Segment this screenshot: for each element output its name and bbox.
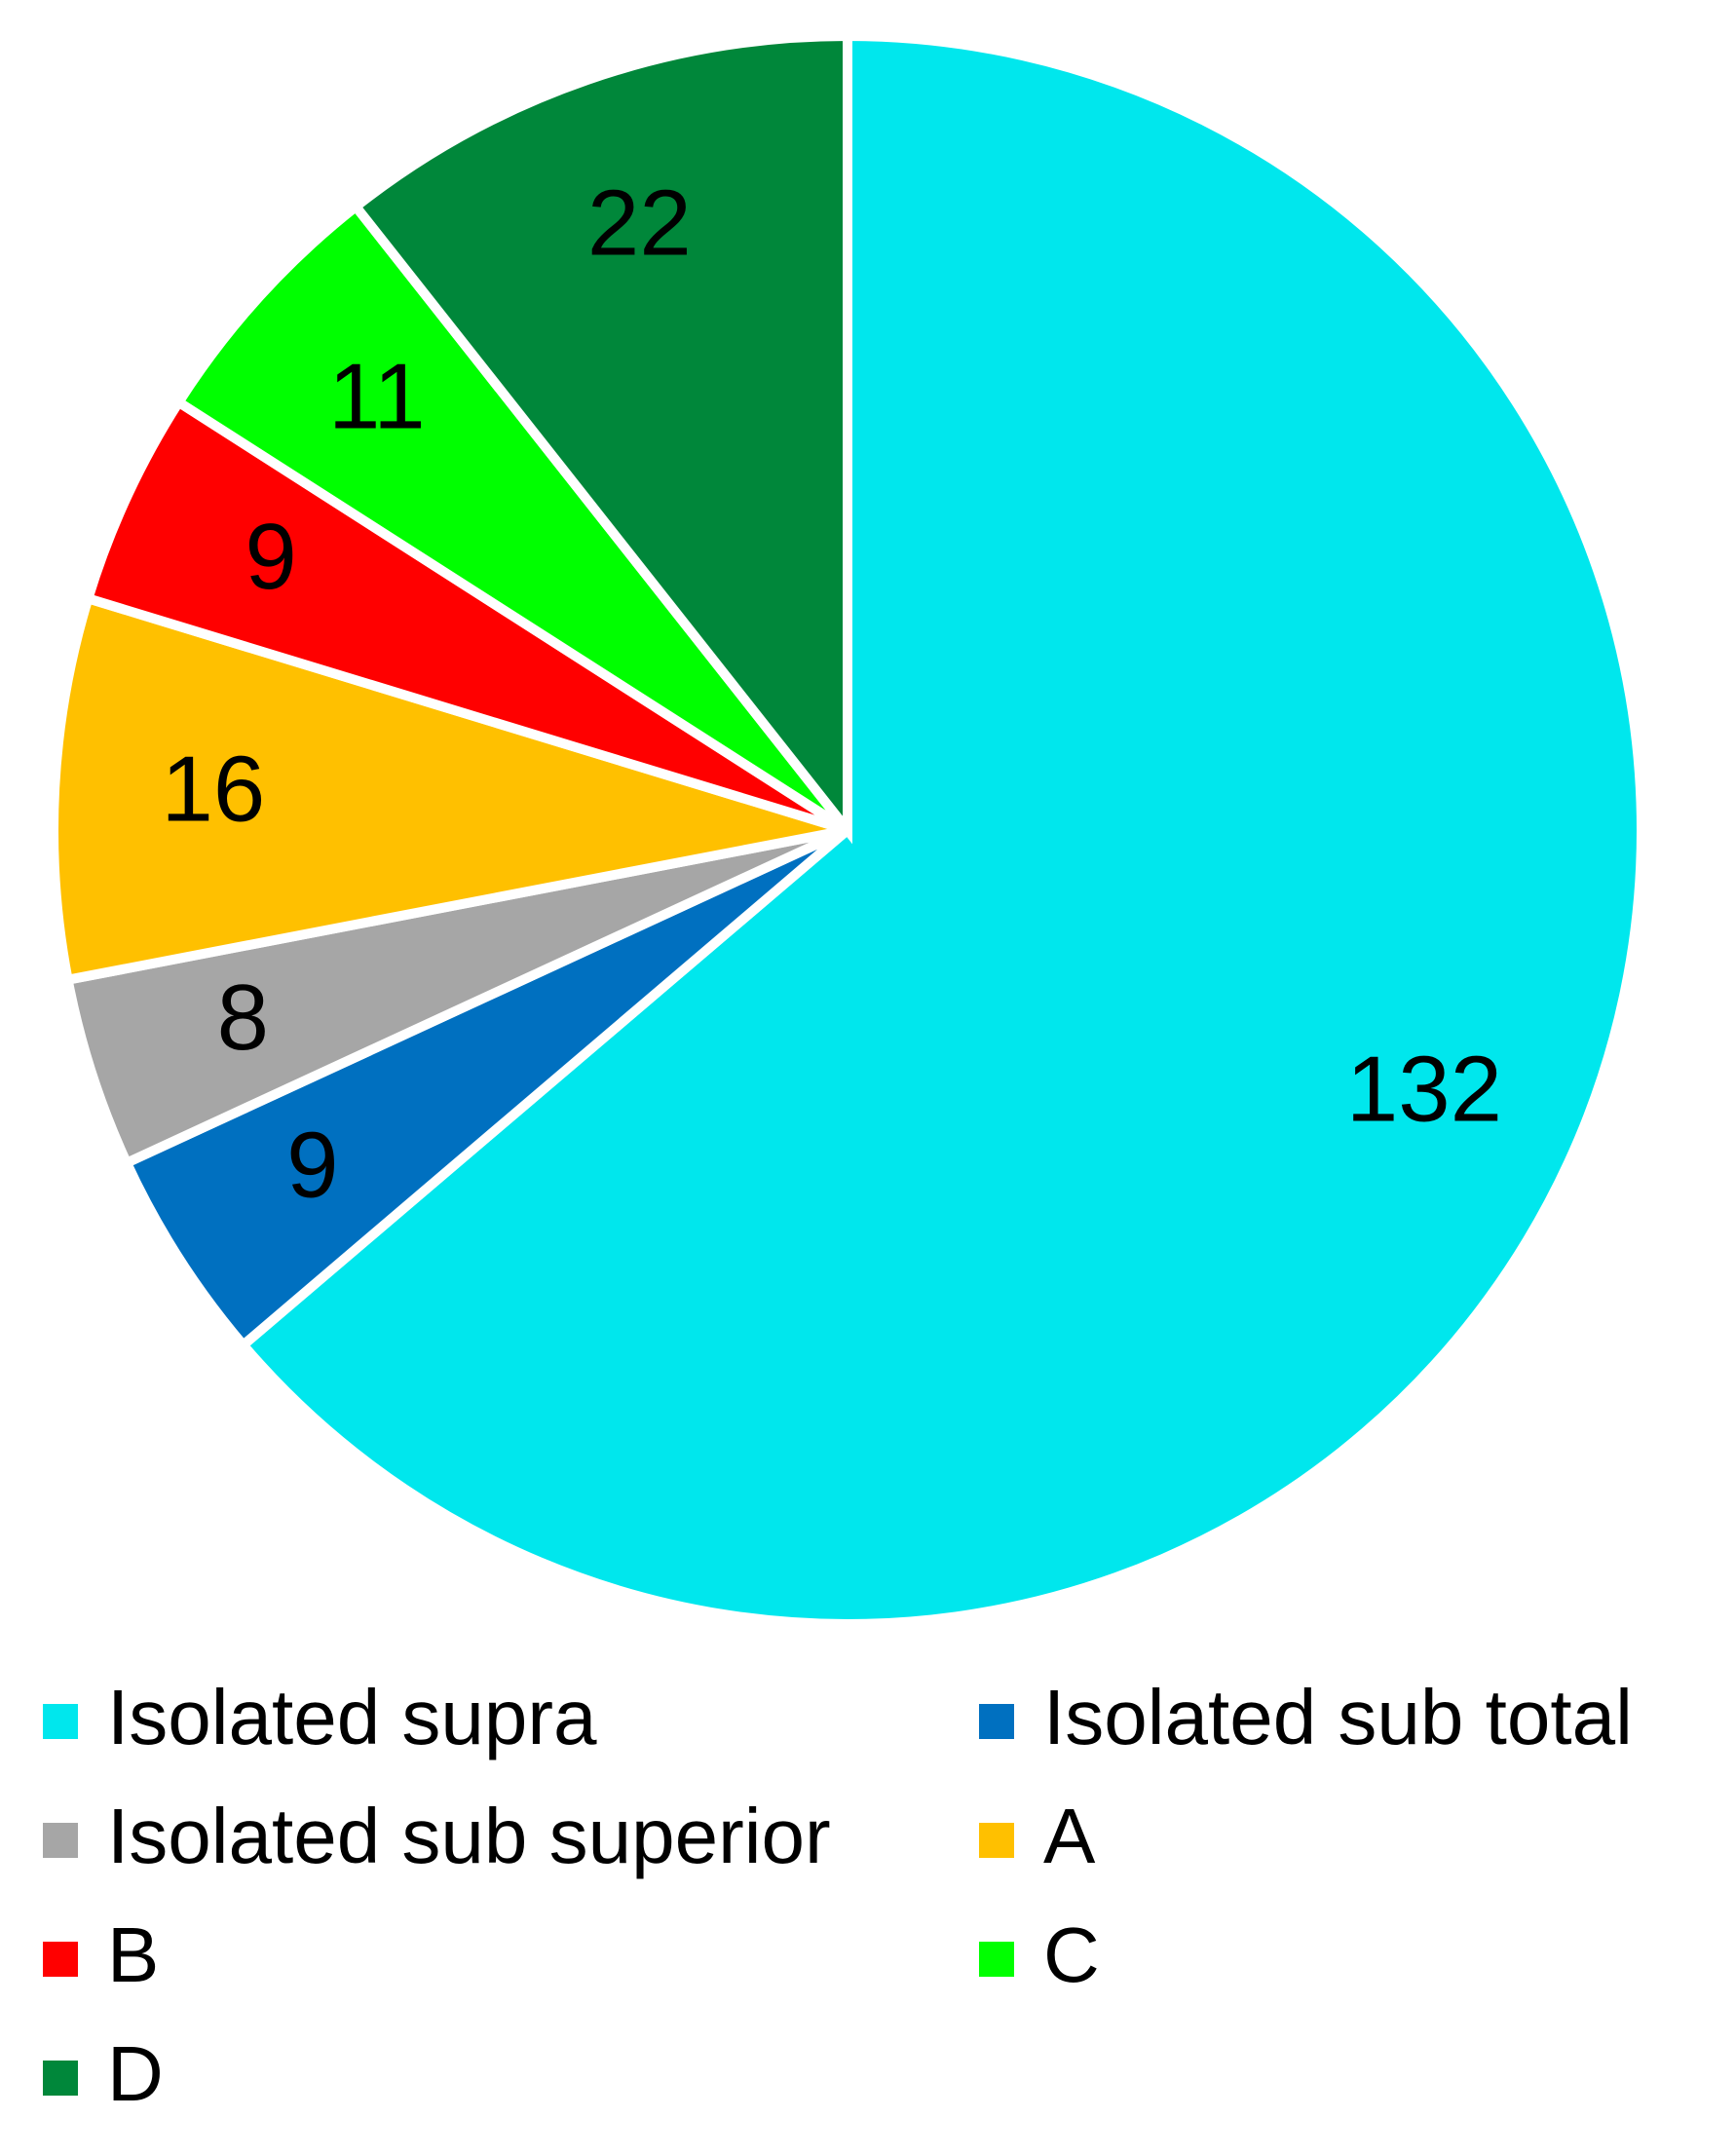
data-label: 22 [587,170,692,275]
data-label: 9 [245,505,296,609]
pie-slice [171,200,851,835]
legend-label: A [1043,1793,1096,1879]
legend-label: Isolated supra [107,1674,597,1760]
data-label: 8 [217,965,269,1070]
data-label: 11 [328,345,426,449]
pie-slice [349,30,852,845]
legend-label: Isolated sub total [1043,1674,1633,1760]
data-label: 9 [286,1114,338,1218]
legend-label: Isolated sub superior [107,1793,831,1879]
data-label: 16 [162,738,266,842]
data-label: 132 [1346,1038,1502,1142]
pie-slice [49,592,849,986]
legend-label: B [107,1911,159,1998]
legend-swatch [979,1704,1014,1739]
pie-slice [120,825,851,1352]
legend-swatch [979,1823,1014,1858]
legend-swatch [43,2061,78,2096]
legend-label: C [1043,1911,1100,1998]
pie-slice [82,395,850,835]
pie-slice [236,30,1646,1629]
legend-swatch [43,1704,78,1739]
legend-swatch [43,1942,78,1977]
legend-swatch [979,1942,1014,1977]
legend-swatch [43,1823,78,1858]
legend-label: D [107,2030,164,2117]
